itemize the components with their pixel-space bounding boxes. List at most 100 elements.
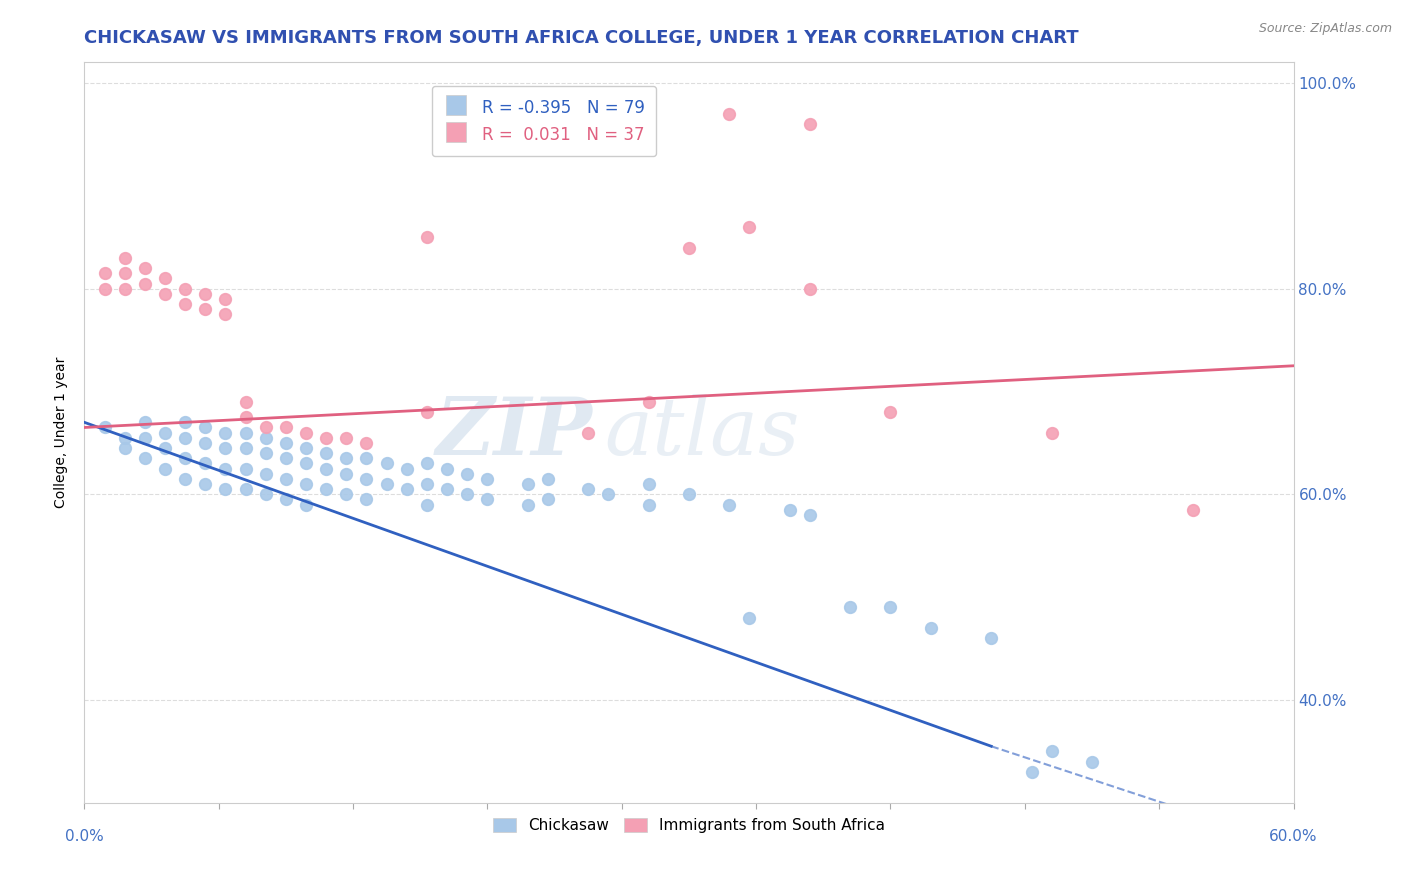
Point (235, 410, 257, 425)
Point (738, 219, 761, 234)
Point (477, 492, 499, 507)
Point (214, 425, 236, 440)
Point (436, 482, 458, 496)
Text: Source: ZipAtlas.com: Source: ZipAtlas.com (1258, 22, 1392, 36)
Point (174, 297, 197, 311)
Point (174, 472, 197, 486)
Point (194, 477, 217, 491)
Point (254, 487, 277, 501)
Point (134, 415, 156, 429)
Point (799, 282, 821, 296)
Point (416, 477, 439, 491)
Text: ZIP: ZIP (436, 394, 592, 471)
Point (738, 611, 761, 625)
Point (153, 441, 176, 455)
Point (799, 508, 821, 522)
Point (274, 436, 297, 450)
Point (295, 441, 318, 455)
Point (879, 405, 901, 419)
Point (274, 472, 297, 486)
Point (194, 286, 217, 301)
Point (93, 266, 115, 280)
Point (395, 461, 418, 475)
Point (718, 107, 741, 121)
Point (295, 457, 318, 471)
Point (93, 282, 115, 296)
Point (436, 461, 458, 475)
Point (194, 420, 217, 434)
Point (335, 487, 357, 501)
Point (274, 492, 297, 507)
Point (194, 436, 217, 450)
Point (134, 261, 156, 276)
Point (153, 286, 176, 301)
Point (416, 457, 439, 471)
Text: CHICKASAW VS IMMIGRANTS FROM SOUTH AFRICA COLLEGE, UNDER 1 YEAR CORRELATION CHAR: CHICKASAW VS IMMIGRANTS FROM SOUTH AFRIC… (84, 29, 1078, 47)
Point (114, 431, 136, 445)
Point (194, 457, 217, 471)
Point (576, 482, 599, 496)
Point (194, 302, 217, 317)
Y-axis label: College, Under 1 year: College, Under 1 year (55, 357, 69, 508)
Point (516, 498, 538, 512)
Point (537, 472, 560, 486)
Text: 0.0%: 0.0% (65, 829, 104, 844)
Point (114, 266, 136, 280)
Point (174, 415, 197, 429)
Point (134, 277, 156, 291)
Point (356, 472, 378, 486)
Point (114, 441, 136, 455)
Point (375, 457, 398, 471)
Point (537, 492, 560, 507)
Point (477, 472, 499, 486)
Point (799, 117, 821, 131)
Point (153, 271, 176, 285)
Point (375, 477, 398, 491)
Point (1040, 744, 1063, 758)
Point (1081, 755, 1104, 769)
Point (214, 461, 236, 475)
Point (920, 621, 942, 635)
Point (254, 420, 277, 434)
Point (456, 467, 478, 481)
Point (395, 482, 418, 496)
Point (637, 394, 659, 409)
Point (416, 230, 439, 244)
Point (576, 425, 599, 440)
Point (315, 446, 337, 460)
Point (214, 292, 236, 306)
Point (335, 451, 357, 466)
Point (637, 498, 659, 512)
Point (153, 461, 176, 475)
Point (779, 502, 801, 516)
Point (416, 405, 439, 419)
Point (295, 425, 318, 440)
Point (93, 420, 115, 434)
Point (235, 394, 257, 409)
Point (174, 451, 197, 466)
Point (214, 307, 236, 321)
Point (315, 482, 337, 496)
Point (295, 498, 318, 512)
Point (1021, 764, 1043, 779)
Point (516, 477, 538, 491)
Text: atlas: atlas (605, 394, 800, 471)
Point (315, 461, 337, 475)
Point (254, 431, 277, 445)
Point (416, 498, 439, 512)
Point (114, 251, 136, 265)
Point (637, 477, 659, 491)
Point (274, 451, 297, 466)
Point (356, 436, 378, 450)
Point (235, 441, 257, 455)
Point (153, 425, 176, 440)
Point (134, 451, 156, 466)
Point (295, 477, 318, 491)
Point (879, 600, 901, 615)
Point (235, 425, 257, 440)
Point (134, 431, 156, 445)
Point (335, 467, 357, 481)
Point (1181, 502, 1204, 516)
Point (214, 441, 236, 455)
Point (335, 431, 357, 445)
